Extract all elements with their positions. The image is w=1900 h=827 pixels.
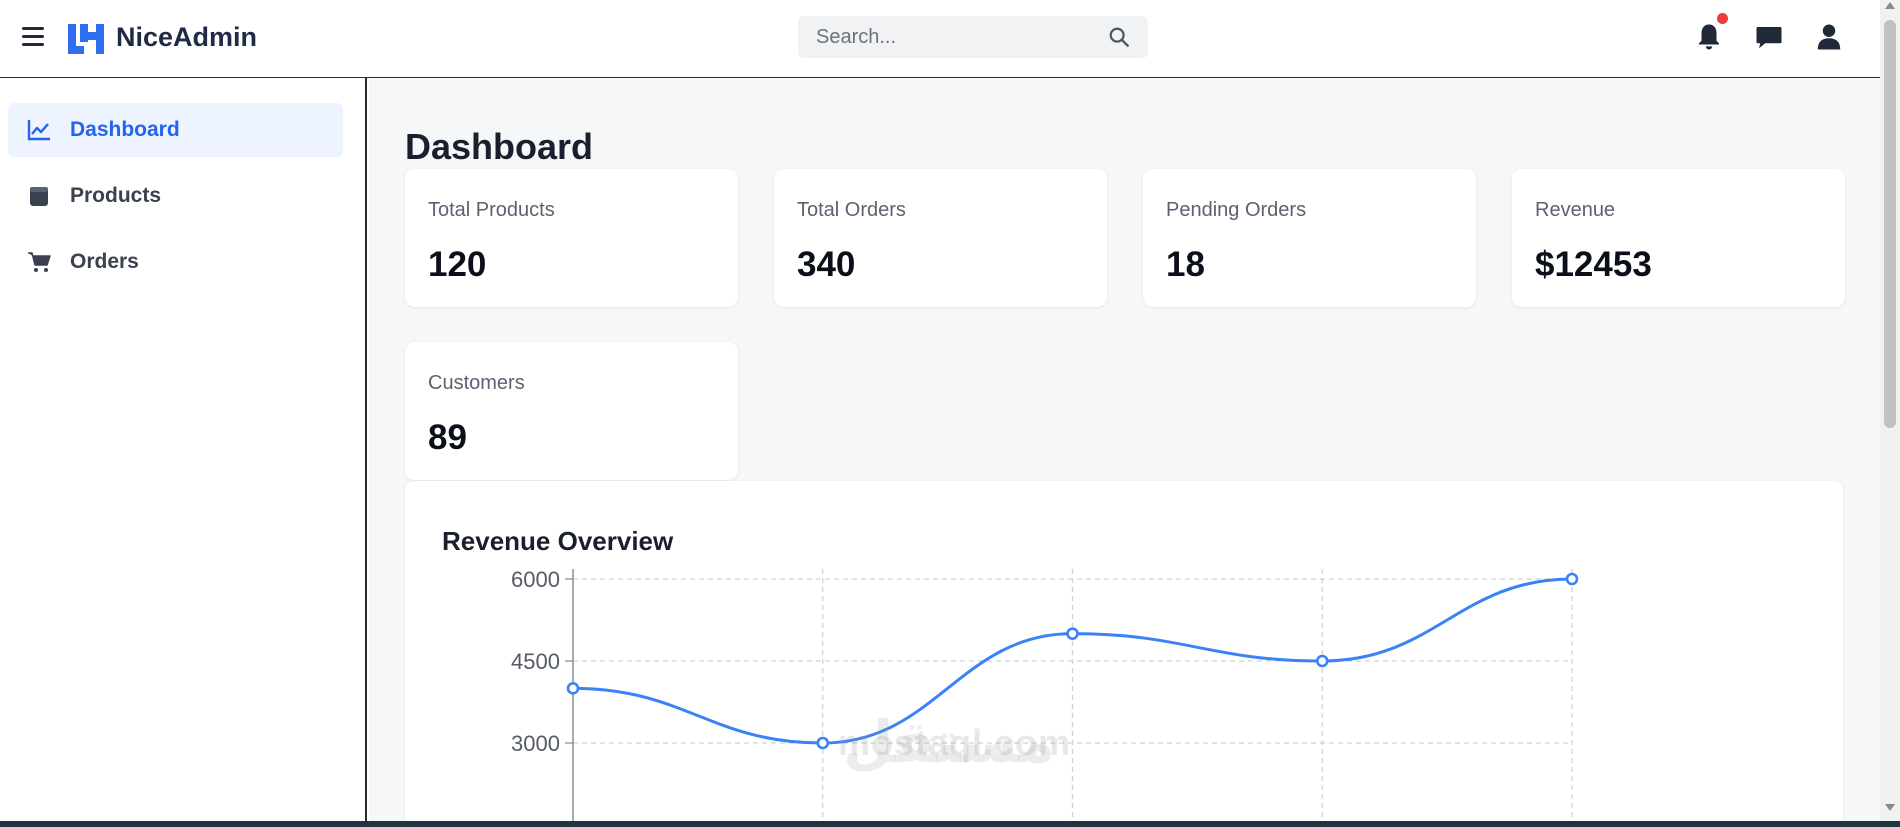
- data-point: [1066, 627, 1079, 640]
- bell-icon[interactable]: [1694, 22, 1724, 52]
- stat-card-pending-orders: Pending Orders 18: [1143, 169, 1476, 307]
- stat-label: Total Orders: [797, 199, 906, 221]
- stat-value: $12453: [1535, 245, 1652, 284]
- sidebar-item-label: Dashboard: [70, 118, 180, 141]
- sidebar: Dashboard Products Orders: [0, 78, 367, 821]
- menu-toggle-button[interactable]: [22, 27, 46, 49]
- revenue-chart-card: Revenue Overview 3000 4500 6000: [405, 481, 1843, 821]
- scroll-down-arrow[interactable]: [1885, 804, 1895, 811]
- sidebar-item-orders[interactable]: Orders: [8, 235, 343, 289]
- chart-title: Revenue Overview: [442, 526, 674, 556]
- search-input[interactable]: [816, 25, 1096, 49]
- page-title: Dashboard: [405, 126, 594, 167]
- sidebar-item-label: Products: [70, 184, 162, 207]
- stat-card-customers: Customers 89: [405, 342, 738, 480]
- data-point: [1315, 654, 1329, 668]
- sidebar-item-label: Orders: [70, 250, 139, 273]
- revenue-line-chart: 3000 4500 6000: [511, 567, 1579, 821]
- bottom-taskbar-edge: [0, 821, 1900, 827]
- watermark-arabic: مستقل: [843, 710, 1056, 775]
- stat-label: Customers: [428, 372, 525, 394]
- scroll-thumb[interactable]: [1884, 20, 1896, 428]
- cart-icon: [28, 252, 51, 272]
- sidebar-item-dashboard[interactable]: Dashboard: [8, 103, 343, 157]
- search-bar: [798, 16, 1148, 58]
- chat-icon[interactable]: [1754, 22, 1784, 52]
- search-icon[interactable]: [1108, 26, 1130, 48]
- data-point: [816, 736, 830, 750]
- data-point: [1565, 572, 1579, 586]
- data-point: [566, 682, 580, 695]
- main-content: Dashboard Total Products 120 Total Order…: [369, 79, 1880, 821]
- user-icon[interactable]: [1814, 22, 1844, 52]
- y-tick-label: 4500: [511, 649, 560, 674]
- y-tick-label: 6000: [511, 567, 560, 592]
- chart-line-icon: [27, 120, 50, 141]
- stat-card-total-products: Total Products 120: [405, 169, 738, 307]
- stat-card-total-orders: Total Orders 340: [774, 169, 1107, 307]
- stat-label: Pending Orders: [1166, 199, 1307, 221]
- top-header: NiceAdmin: [0, 0, 1880, 78]
- scroll-up-arrow[interactable]: [1885, 2, 1895, 9]
- stat-value: 340: [797, 245, 856, 284]
- stat-value: 89: [428, 418, 467, 457]
- y-tick-label: 3000: [511, 731, 560, 756]
- logo-icon: [68, 24, 104, 54]
- stat-label: Total Products: [428, 199, 555, 221]
- stat-value: 18: [1166, 245, 1205, 284]
- stat-card-revenue: Revenue $12453: [1512, 169, 1845, 307]
- notification-dot: [1717, 13, 1728, 24]
- page-scrollbar[interactable]: [1880, 0, 1900, 827]
- box-icon: [30, 187, 48, 206]
- watermark-text: mostaql.com: [838, 722, 1072, 763]
- stat-label: Revenue: [1535, 199, 1616, 221]
- sidebar-item-products[interactable]: Products: [8, 169, 343, 223]
- stat-value: 120: [428, 245, 487, 284]
- brand-name[interactable]: NiceAdmin: [116, 22, 258, 52]
